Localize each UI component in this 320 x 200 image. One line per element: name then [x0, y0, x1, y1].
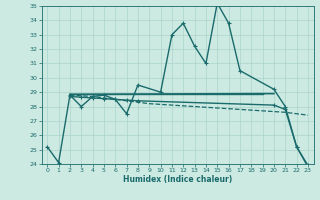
X-axis label: Humidex (Indice chaleur): Humidex (Indice chaleur): [123, 175, 232, 184]
